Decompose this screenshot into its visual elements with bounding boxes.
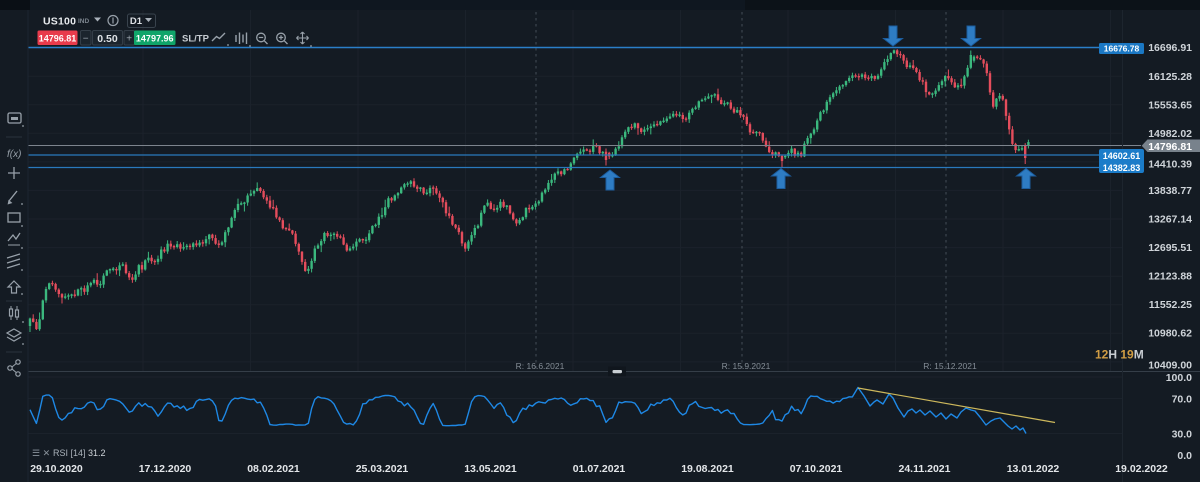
svg-text:15553.65: 15553.65 bbox=[1148, 100, 1192, 112]
svg-text:US100: US100 bbox=[43, 16, 76, 28]
svg-text:25.03.2021: 25.03.2021 bbox=[356, 463, 409, 475]
svg-text:14382.83: 14382.83 bbox=[1103, 163, 1141, 173]
svg-text:10409.00: 10409.00 bbox=[1148, 360, 1192, 372]
svg-text:14602.61: 14602.61 bbox=[1103, 151, 1141, 161]
svg-text:16676.78: 16676.78 bbox=[1104, 44, 1140, 54]
svg-text:☰ ✕: ☰ ✕ bbox=[32, 448, 50, 458]
svg-text:16125.28: 16125.28 bbox=[1148, 71, 1192, 83]
svg-text:12H 19M: 12H 19M bbox=[1095, 348, 1144, 362]
svg-text:01.07.2021: 01.07.2021 bbox=[573, 463, 626, 475]
svg-text:17.12.2020: 17.12.2020 bbox=[139, 463, 192, 475]
svg-text:+: + bbox=[126, 34, 132, 45]
svg-text:R: 15.9.2021: R: 15.9.2021 bbox=[722, 361, 771, 371]
svg-text:19.08.2021: 19.08.2021 bbox=[681, 463, 734, 475]
svg-text:13838.77: 13838.77 bbox=[1148, 185, 1192, 197]
svg-text:100.0: 100.0 bbox=[1166, 372, 1192, 384]
svg-text:07.10.2021: 07.10.2021 bbox=[790, 463, 843, 475]
svg-text:−: − bbox=[83, 34, 89, 45]
svg-text:29.10.2020: 29.10.2020 bbox=[30, 463, 83, 475]
svg-text:13267.14: 13267.14 bbox=[1148, 214, 1192, 226]
svg-text:0.50: 0.50 bbox=[97, 33, 118, 45]
svg-text:14797.96: 14797.96 bbox=[136, 34, 174, 44]
svg-text:SL/TP: SL/TP bbox=[182, 34, 210, 45]
svg-text:R: 16.6.2021: R: 16.6.2021 bbox=[516, 361, 565, 371]
svg-text:19.02.2022: 19.02.2022 bbox=[1115, 463, 1168, 475]
svg-text:70.0: 70.0 bbox=[1172, 394, 1193, 406]
svg-text:13.05.2021: 13.05.2021 bbox=[464, 463, 517, 475]
svg-text:f(x): f(x) bbox=[7, 149, 21, 160]
svg-text:30.0: 30.0 bbox=[1172, 429, 1193, 441]
svg-text:10980.62: 10980.62 bbox=[1148, 328, 1192, 340]
svg-text:12123.88: 12123.88 bbox=[1148, 271, 1192, 283]
svg-text:16696.91: 16696.91 bbox=[1148, 42, 1192, 54]
svg-text:RSI [14] 31.2: RSI [14] 31.2 bbox=[53, 448, 106, 458]
svg-text:11552.25: 11552.25 bbox=[1149, 299, 1192, 311]
svg-text:14982.02: 14982.02 bbox=[1148, 128, 1192, 140]
svg-text:IND: IND bbox=[78, 18, 90, 25]
svg-text:12695.51: 12695.51 bbox=[1148, 242, 1192, 254]
svg-text:D1: D1 bbox=[130, 16, 143, 27]
svg-text:14410.39: 14410.39 bbox=[1148, 159, 1192, 171]
svg-text:08.02.2021: 08.02.2021 bbox=[247, 463, 300, 475]
svg-text:R: 15.12.2021: R: 15.12.2021 bbox=[923, 361, 977, 371]
svg-text:14796.81: 14796.81 bbox=[1148, 141, 1192, 153]
svg-text:24.11.2021: 24.11.2021 bbox=[899, 463, 951, 475]
svg-text:14796.81: 14796.81 bbox=[39, 34, 77, 44]
svg-text:13.01.2022: 13.01.2022 bbox=[1007, 463, 1060, 475]
svg-text:0.0: 0.0 bbox=[1177, 450, 1192, 462]
